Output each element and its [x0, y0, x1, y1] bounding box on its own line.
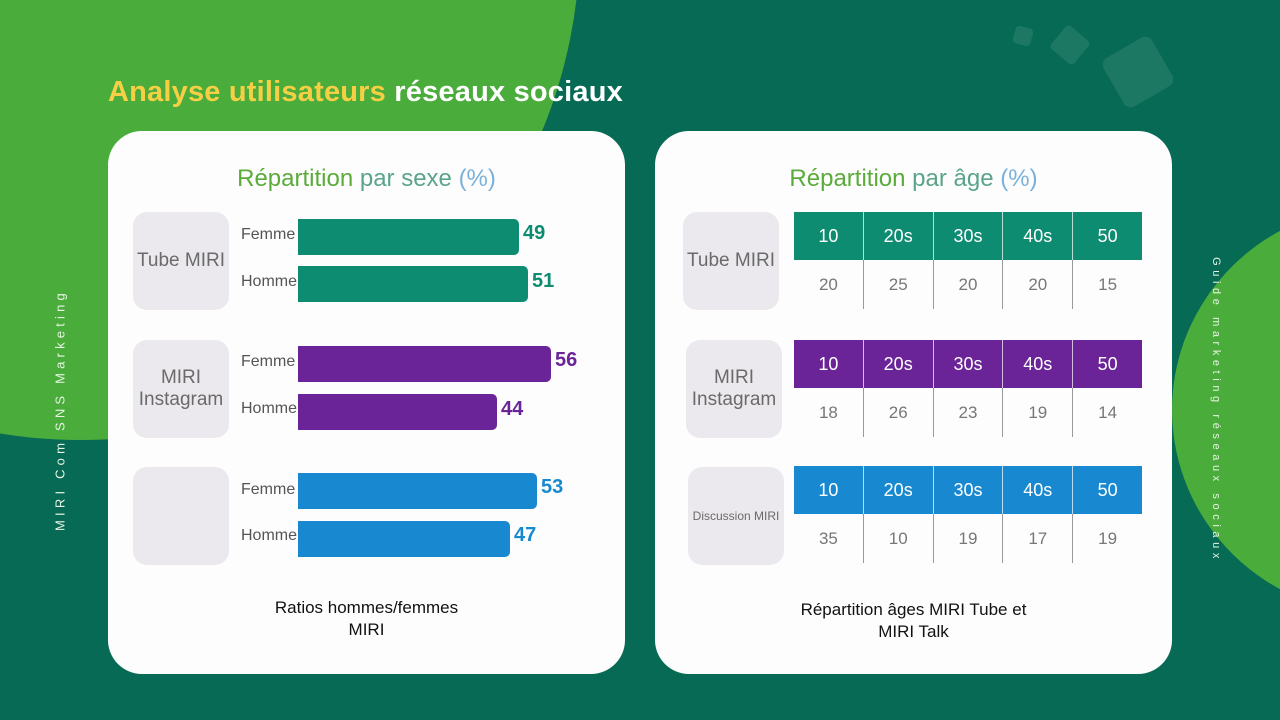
bar-label-female: Femme [241, 481, 296, 498]
platform-label-empty [133, 467, 229, 565]
bar-label-male: Homme [241, 273, 298, 290]
platform-label-discussion: Discussion MIRI [688, 467, 784, 565]
age-table-values: 18 26 23 19 14 [794, 388, 1142, 437]
bar-tube-male [298, 266, 528, 302]
side-label-left: MIRI Com SNS Marketing [52, 289, 68, 531]
platform-label-instagram: MIRI Instagram [686, 340, 782, 438]
bar-value: 49 [523, 222, 546, 244]
gender-card-caption: Ratios hommes/femmes MIRI [274, 598, 459, 639]
age-table-header: 10 20s 30s 40s 50 [794, 340, 1142, 388]
bar-value: 47 [514, 524, 537, 546]
platform-label-tube: Tube MIRI [133, 212, 229, 310]
page-title: Analyse utilisateurs réseaux sociaux [108, 76, 623, 109]
platform-label-instagram: MIRI Instagram [133, 340, 229, 438]
background-green-shape-right [1172, 205, 1280, 615]
age-table-header: 10 20s 30s 40s 50 [794, 212, 1142, 260]
bar-discussion-male [298, 521, 510, 557]
age-table-values: 35 10 19 17 19 [794, 514, 1142, 563]
gender-card-title: Répartition par sexe (%) [237, 165, 496, 192]
bar-label-female: Femme [241, 353, 296, 370]
age-table-values: 20 25 20 20 15 [794, 260, 1142, 309]
bar-instagram-female [298, 346, 551, 382]
bar-value: 44 [501, 398, 524, 420]
age-card-caption: Répartition âges MIRI Tube et MIRI Talk [800, 600, 1027, 641]
side-label-right: Guide marketing réseaux sociaux [1210, 257, 1222, 563]
decorative-square-small [1011, 24, 1035, 48]
page-title-rest: réseaux sociaux [394, 76, 623, 108]
bar-label-male: Homme [241, 527, 298, 544]
bar-label-female: Femme [241, 226, 296, 243]
page-title-highlight: Analyse utilisateurs [108, 76, 395, 108]
age-table-header: 10 20s 30s 40s 50 [794, 466, 1142, 514]
age-table-instagram: 10 20s 30s 40s 50 18 26 23 19 14 [794, 340, 1142, 437]
decorative-square-medium [1048, 23, 1092, 67]
bar-label-male: Homme [241, 400, 298, 417]
bar-tube-female [298, 219, 519, 255]
decorative-square-large [1099, 33, 1177, 111]
age-card-title: Répartition par âge (%) [789, 165, 1038, 192]
bar-value: 51 [532, 270, 555, 292]
platform-label-tube: Tube MIRI [683, 212, 779, 310]
bar-value: 56 [555, 349, 578, 371]
age-table-discussion: 10 20s 30s 40s 50 35 10 19 17 19 [794, 466, 1142, 563]
bar-instagram-male [298, 394, 497, 430]
bar-discussion-female [298, 473, 537, 509]
age-table-tube: 10 20s 30s 40s 50 20 25 20 20 15 [794, 212, 1142, 309]
bar-value: 53 [541, 476, 564, 498]
